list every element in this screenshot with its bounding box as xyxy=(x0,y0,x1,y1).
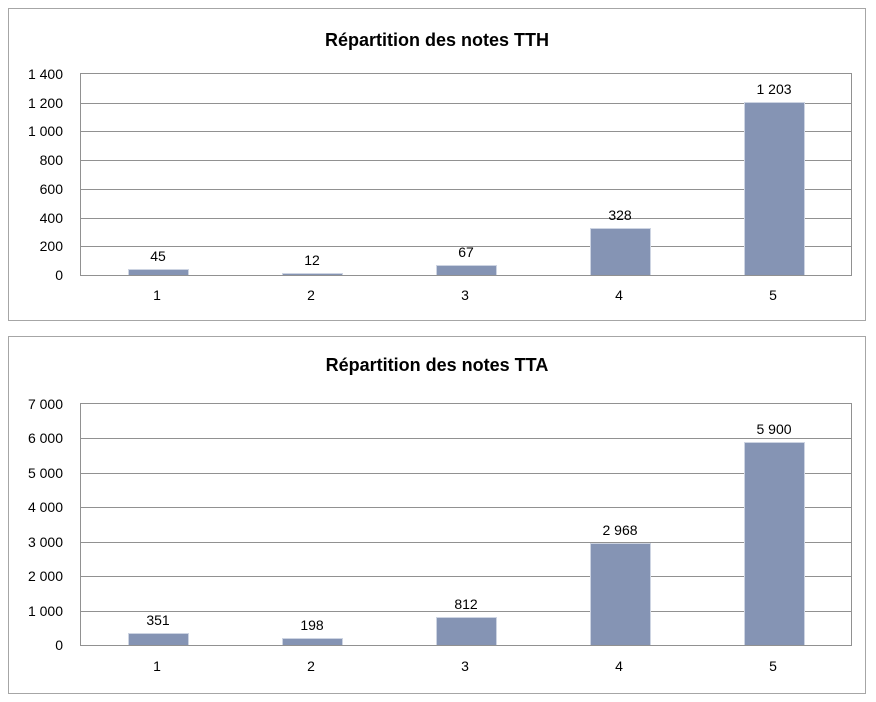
y-tick-label: 0 xyxy=(55,637,63,653)
data-label-category-3: 67 xyxy=(458,244,474,260)
data-label-category-2: 198 xyxy=(300,617,324,633)
plot-area-tta: 351 198 812 2 968 5 900 xyxy=(80,403,852,646)
bar-category-1 xyxy=(128,633,189,645)
gridline xyxy=(81,160,851,161)
y-tick-label: 200 xyxy=(39,238,63,254)
bar-category-4 xyxy=(590,228,651,275)
gridline xyxy=(81,473,851,474)
y-tick-label: 1 400 xyxy=(27,66,63,82)
x-tick-label-3: 3 xyxy=(461,287,469,303)
gridline xyxy=(81,507,851,508)
x-tick-label-4: 4 xyxy=(615,658,623,674)
gridline xyxy=(81,218,851,219)
data-label-category-5: 1 203 xyxy=(756,81,792,97)
data-label-category-4: 328 xyxy=(608,207,632,223)
y-tick-label: 0 xyxy=(55,267,63,283)
y-tick-label: 5 000 xyxy=(27,465,63,481)
x-axis-tta: 1 2 3 4 5 xyxy=(80,659,852,675)
chart-title-tth: Répartition des notes TTH xyxy=(324,30,549,50)
y-tick-label: 400 xyxy=(39,210,63,226)
y-tick-label: 3 000 xyxy=(27,534,63,550)
y-tick-label: 1 000 xyxy=(27,603,63,619)
y-axis-tth: 0 200 400 600 800 1 000 1 200 1 400 xyxy=(9,67,73,282)
bar-category-5 xyxy=(744,102,805,275)
y-tick-label: 4 000 xyxy=(27,499,63,515)
x-tick-label-4: 4 xyxy=(615,287,623,303)
gridline xyxy=(81,611,851,612)
x-tick-label-1: 1 xyxy=(153,658,161,674)
x-axis-tth: 1 2 3 4 5 xyxy=(80,288,852,304)
chart-title-tta: Répartition des notes TTA xyxy=(325,355,549,375)
plot-area-tth: 45 12 67 328 1 203 xyxy=(80,73,852,276)
bar-category-3 xyxy=(436,617,497,645)
bar-category-5 xyxy=(744,442,805,645)
x-tick-label-2: 2 xyxy=(307,658,315,674)
x-tick-label-1: 1 xyxy=(153,287,161,303)
y-tick-label: 7 000 xyxy=(27,396,63,412)
x-tick-label-3: 3 xyxy=(461,658,469,674)
gridline xyxy=(81,576,851,577)
y-tick-label: 1 000 xyxy=(27,123,63,139)
gridline xyxy=(81,438,851,439)
bar-category-4 xyxy=(590,543,651,645)
y-tick-label: 2 000 xyxy=(27,568,63,584)
chart-panel-tth[interactable]: Répartition des notes TTH 0 200 400 600 800 1… xyxy=(8,8,866,321)
y-tick-label: 1 200 xyxy=(27,95,63,111)
data-label-category-4: 2 968 xyxy=(602,522,638,538)
x-tick-label-5: 5 xyxy=(769,658,777,674)
y-tick-label: 6 000 xyxy=(27,430,63,446)
gridline xyxy=(81,131,851,132)
y-tick-label: 800 xyxy=(39,152,63,168)
bar-category-2 xyxy=(282,273,343,275)
y-tick-label: 600 xyxy=(39,181,63,197)
gridline xyxy=(81,103,851,104)
gridline xyxy=(81,246,851,247)
chart-panel-tta[interactable]: Répartition des notes TTA 0 1 000 2 000 3 0… xyxy=(8,336,866,694)
x-tick-label-5: 5 xyxy=(769,287,777,303)
bar-category-3 xyxy=(436,265,497,275)
bar-category-1 xyxy=(128,269,189,275)
gridline xyxy=(81,542,851,543)
data-label-category-5: 5 900 xyxy=(756,421,792,437)
data-label-category-2: 12 xyxy=(304,252,320,268)
data-label-category-1: 45 xyxy=(150,248,166,264)
y-axis-tta: 0 1 000 2 000 3 000 4 000 5 000 6 000 7 000 xyxy=(9,397,73,652)
bar-category-2 xyxy=(282,638,343,645)
gridline xyxy=(81,189,851,190)
x-tick-label-2: 2 xyxy=(307,287,315,303)
data-label-category-3: 812 xyxy=(454,596,478,612)
data-label-category-1: 351 xyxy=(146,612,170,628)
